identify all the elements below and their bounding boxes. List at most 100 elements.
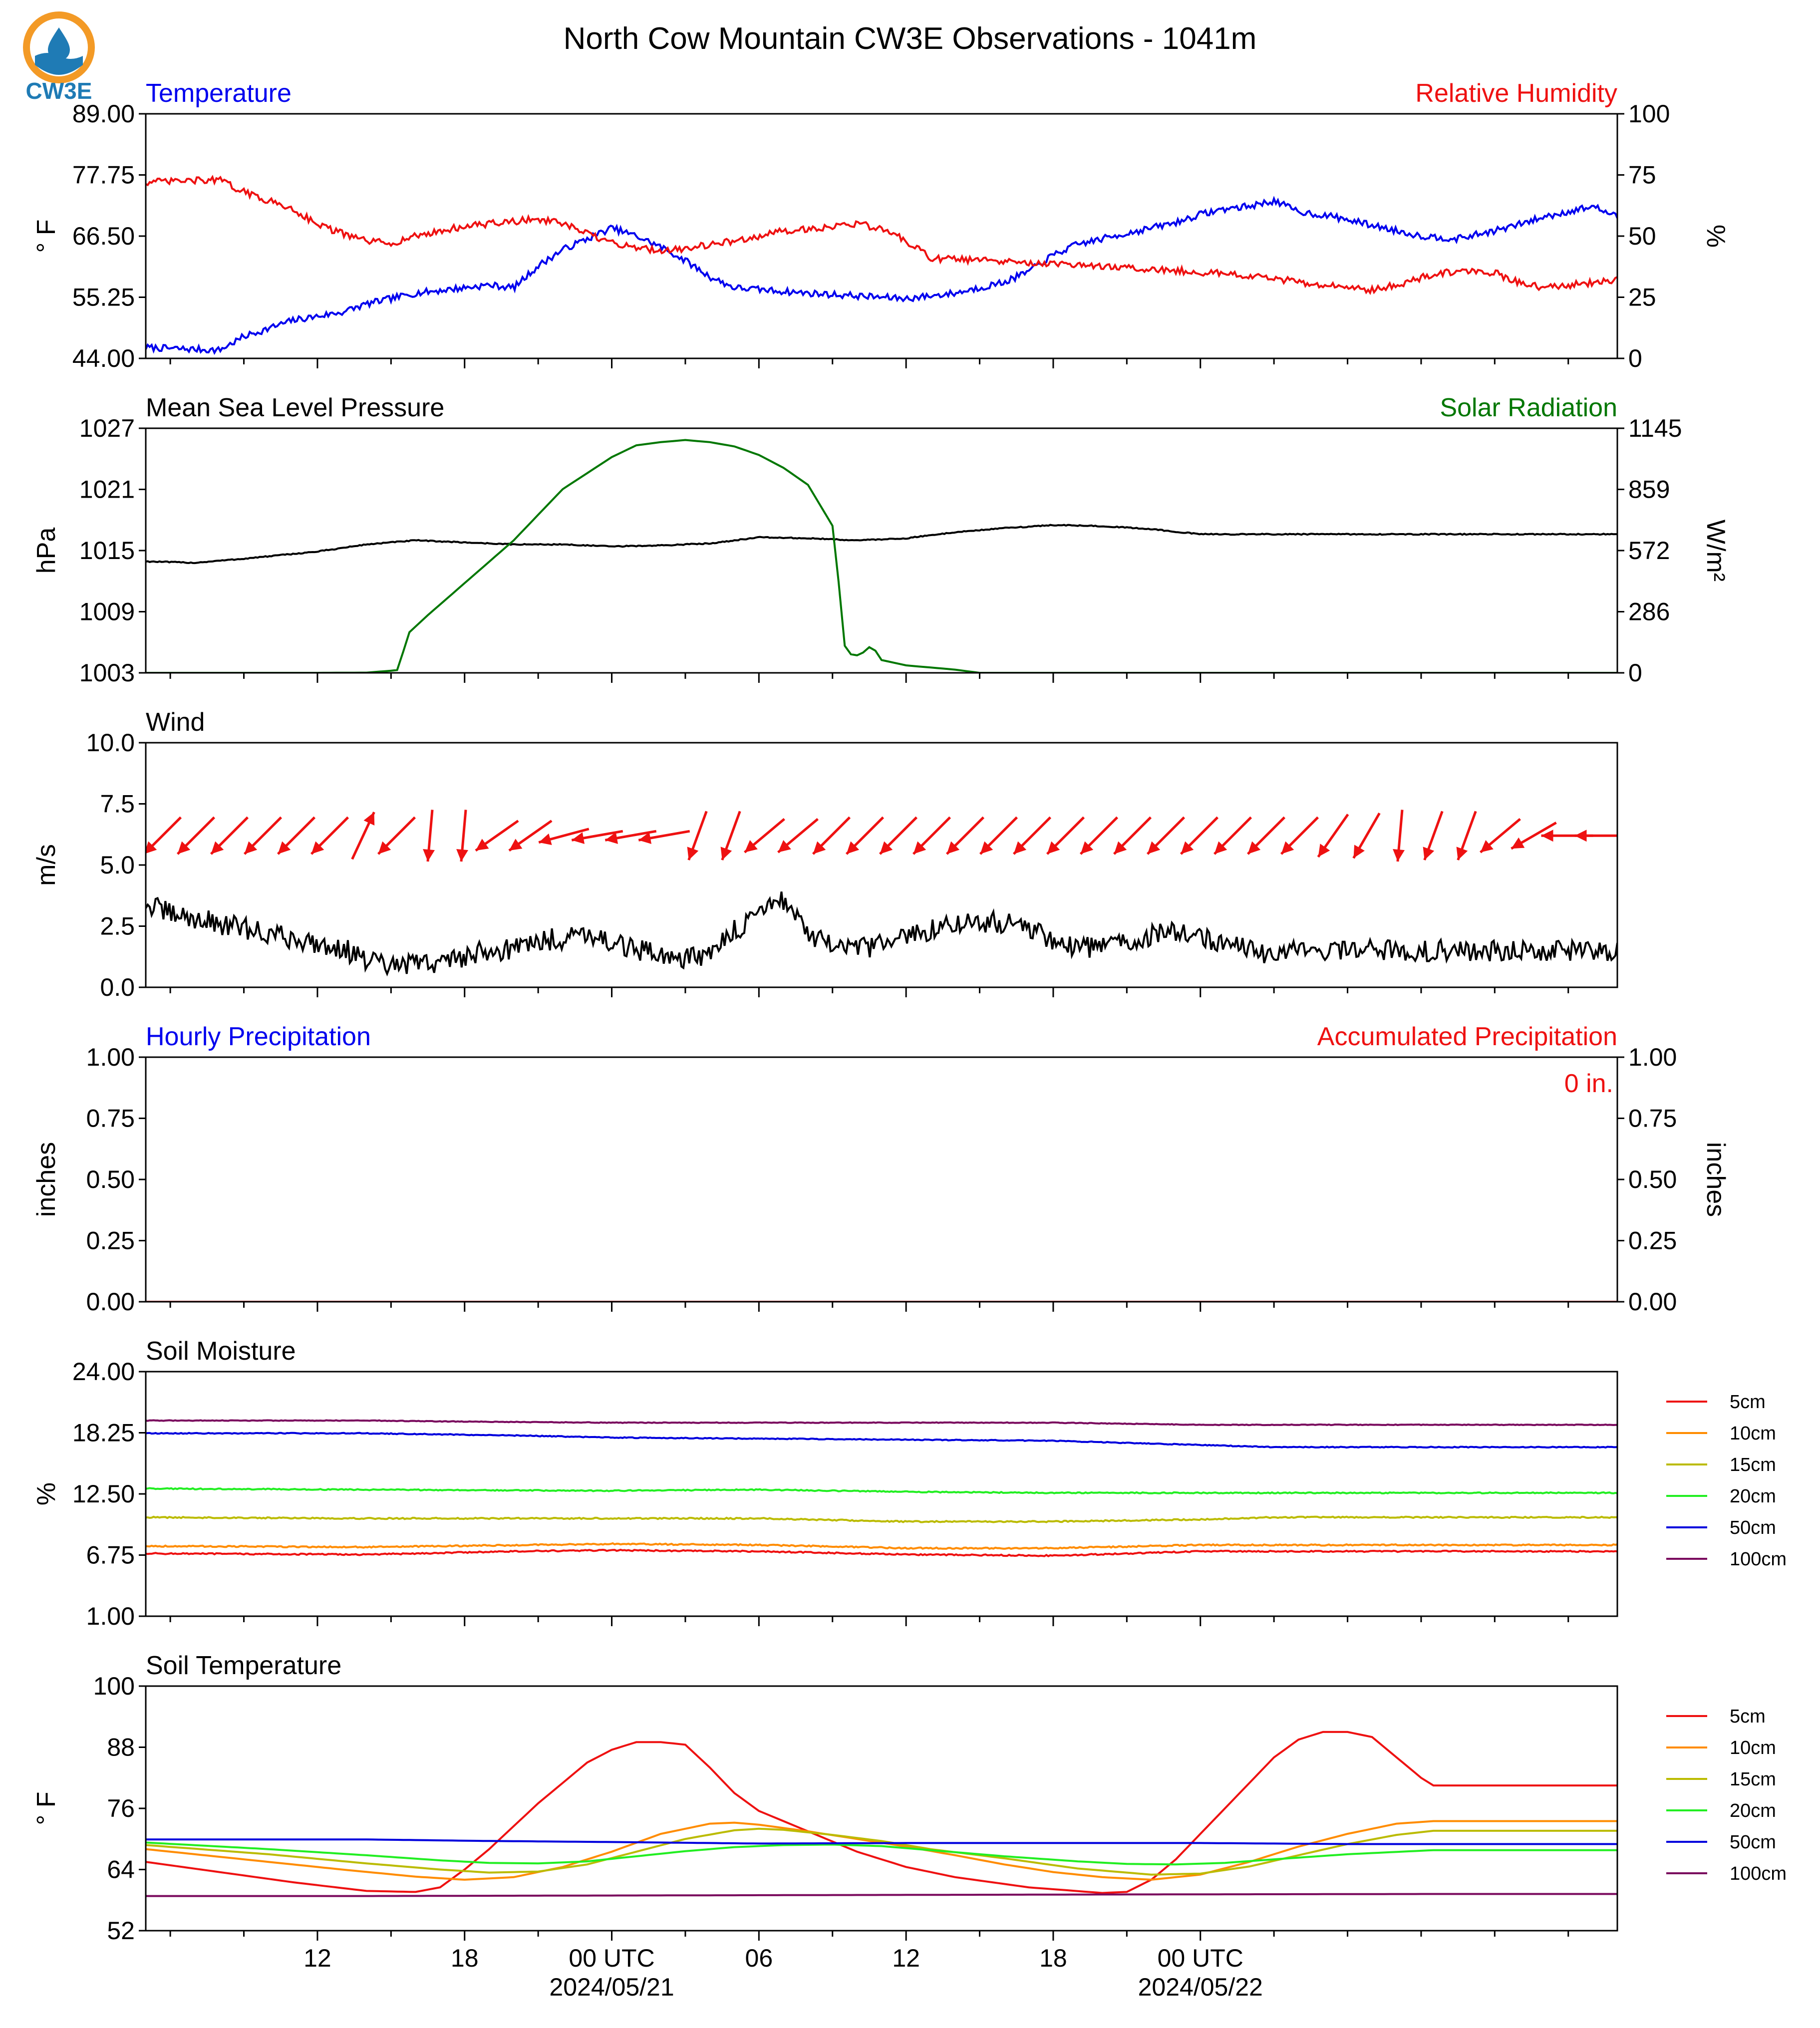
y-tick-label-left: 1.00	[86, 1043, 135, 1071]
y-tick-label-left: 1009	[79, 598, 135, 626]
y-tick-label-right: 859	[1628, 476, 1670, 504]
panel-title-left: Mean Sea Level Pressure	[146, 393, 444, 422]
y-tick-label-left: 1021	[79, 476, 135, 504]
wind-arrow-head	[1281, 841, 1294, 854]
wind-arrow	[243, 816, 283, 855]
y-tick-label-left: 12.50	[72, 1480, 135, 1508]
y-tick-label-right: 0.50	[1628, 1165, 1677, 1193]
y-tick-label-right: 286	[1628, 598, 1670, 626]
wind-arrow-head	[744, 840, 758, 853]
chart-title: North Cow Mountain CW3E Observations - 1…	[564, 21, 1257, 56]
y-tick-label-right: 0.25	[1628, 1227, 1677, 1255]
y-tick-label-left: 24.00	[72, 1358, 135, 1386]
accumulated-precip-value: 0 in.	[1564, 1069, 1613, 1098]
series-red	[146, 175, 1617, 295]
panel-title-right: Solar Radiation	[1440, 393, 1617, 422]
x-tick-label: 00 UTC	[569, 1944, 654, 1972]
wind-arrow	[1456, 811, 1477, 861]
wind-arrow-head	[720, 847, 732, 861]
panel-title-right: Relative Humidity	[1415, 79, 1617, 108]
panel-title-left: Hourly Precipitation	[146, 1022, 371, 1051]
wind-arrow-head	[539, 833, 552, 845]
series-5cm	[146, 1548, 1617, 1557]
x-tick-label: 12	[892, 1944, 920, 1972]
y-tick-label-left: 7.5	[100, 790, 135, 818]
wind-arrow	[1511, 822, 1557, 850]
wind-arrow	[1280, 816, 1319, 855]
wind-arrow	[1213, 816, 1252, 855]
wind-arrow	[1480, 818, 1521, 854]
wind-arrow	[979, 816, 1018, 855]
series-black	[146, 524, 1617, 565]
wind-arrow-head	[1047, 841, 1060, 854]
wind-arrow	[377, 816, 416, 855]
y-tick-label-left: 6.75	[86, 1541, 135, 1569]
legend-label: 15cm	[1730, 1454, 1776, 1475]
y-tick-label-left: 1003	[79, 659, 135, 687]
chart-panels: 44.00 55.25 66.50 77.75 89.00 0 25 50 75 100 Tempe…	[32, 79, 1787, 2001]
y-tick-label-right: 0	[1628, 659, 1642, 687]
series-5cm	[146, 1731, 1617, 1894]
y-tick-label-left: 64	[107, 1856, 135, 1884]
wind-arrow-head	[913, 841, 926, 854]
legend-label: 5cm	[1730, 1392, 1766, 1413]
wind-arrow	[1393, 810, 1405, 862]
series-blue	[146, 196, 1617, 355]
panel-temp_rh: 44.00 55.25 66.50 77.75 89.00 0 25 50 75 100 Tempe…	[32, 79, 1730, 372]
wind-arrow	[912, 816, 951, 855]
wind-arrow	[508, 820, 553, 852]
y-tick-label-right: 100	[1628, 100, 1670, 128]
legend-label: 10cm	[1730, 1738, 1776, 1758]
x-tick-label: 00 UTC	[1158, 1944, 1243, 1972]
wind-arrow-head	[509, 839, 523, 851]
wind-arrow-head	[813, 841, 826, 854]
y-tick-label-right: 0.00	[1628, 1288, 1677, 1316]
y-tick-label-left: 0.0	[100, 973, 135, 1001]
legend-label: 20cm	[1730, 1486, 1776, 1507]
y-tick-label-left: 0.75	[86, 1105, 135, 1133]
legend-label: 20cm	[1730, 1800, 1776, 1821]
wind-arrow-head	[1511, 837, 1525, 849]
wind-arrow	[687, 811, 708, 861]
series-black	[146, 891, 1617, 977]
wind-arrow-head	[211, 841, 224, 854]
wind-arrow	[720, 811, 741, 861]
y-axis-label-right: W/m²	[1701, 520, 1730, 581]
wind-arrow	[456, 810, 468, 862]
y-tick-label-left: 89.00	[72, 100, 135, 128]
y-tick-label-right: 0.75	[1628, 1105, 1677, 1133]
plot-frame	[145, 113, 1618, 359]
wind-arrow-head	[456, 849, 468, 862]
wind-arrow-head	[1353, 845, 1365, 859]
wind-arrow-head	[946, 841, 960, 854]
wind-arrow-head	[1013, 841, 1027, 854]
wind-arrow	[1012, 816, 1052, 855]
y-tick-label-left: 10.0	[86, 729, 135, 757]
y-tick-label-right: 75	[1628, 161, 1656, 189]
series-10cm	[146, 1820, 1617, 1881]
y-axis-label-left: ° F	[32, 1791, 61, 1825]
y-tick-label-right: 1.00	[1628, 1043, 1677, 1071]
panel-soil_temp: 52 64 76 88 100 Soil Temperature ° F 5cm 10cm 15c…	[32, 1651, 1787, 1945]
y-tick-label-left: 18.25	[72, 1419, 135, 1447]
wind-arrow	[1046, 816, 1085, 855]
y-tick-label-left: 76	[107, 1794, 135, 1822]
wind-arrow-head	[311, 841, 324, 854]
legend-label: 50cm	[1730, 1832, 1776, 1853]
panel-precip: 0.00 0.25 0.50 0.75 1.00 0.00 0.25 0.50 0.75 1.00…	[32, 1022, 1730, 1316]
wind-arrow-head	[605, 832, 618, 844]
wind-arrow-head	[177, 841, 191, 854]
legend-label: 100cm	[1730, 1863, 1787, 1884]
x-date-label: 2024/05/22	[1138, 1973, 1263, 2001]
y-tick-label-left: 88	[107, 1734, 135, 1761]
legend-label: 5cm	[1730, 1706, 1766, 1727]
wind-arrow	[176, 816, 216, 855]
wind-arrow	[1423, 811, 1444, 861]
legend-label: 100cm	[1730, 1549, 1787, 1570]
series-group	[146, 439, 1617, 673]
x-tick-label: 18	[451, 1944, 479, 1972]
wind-arrow	[845, 816, 885, 855]
wind-arrow-head	[1080, 841, 1094, 854]
y-tick-label-left: 77.75	[72, 161, 135, 189]
